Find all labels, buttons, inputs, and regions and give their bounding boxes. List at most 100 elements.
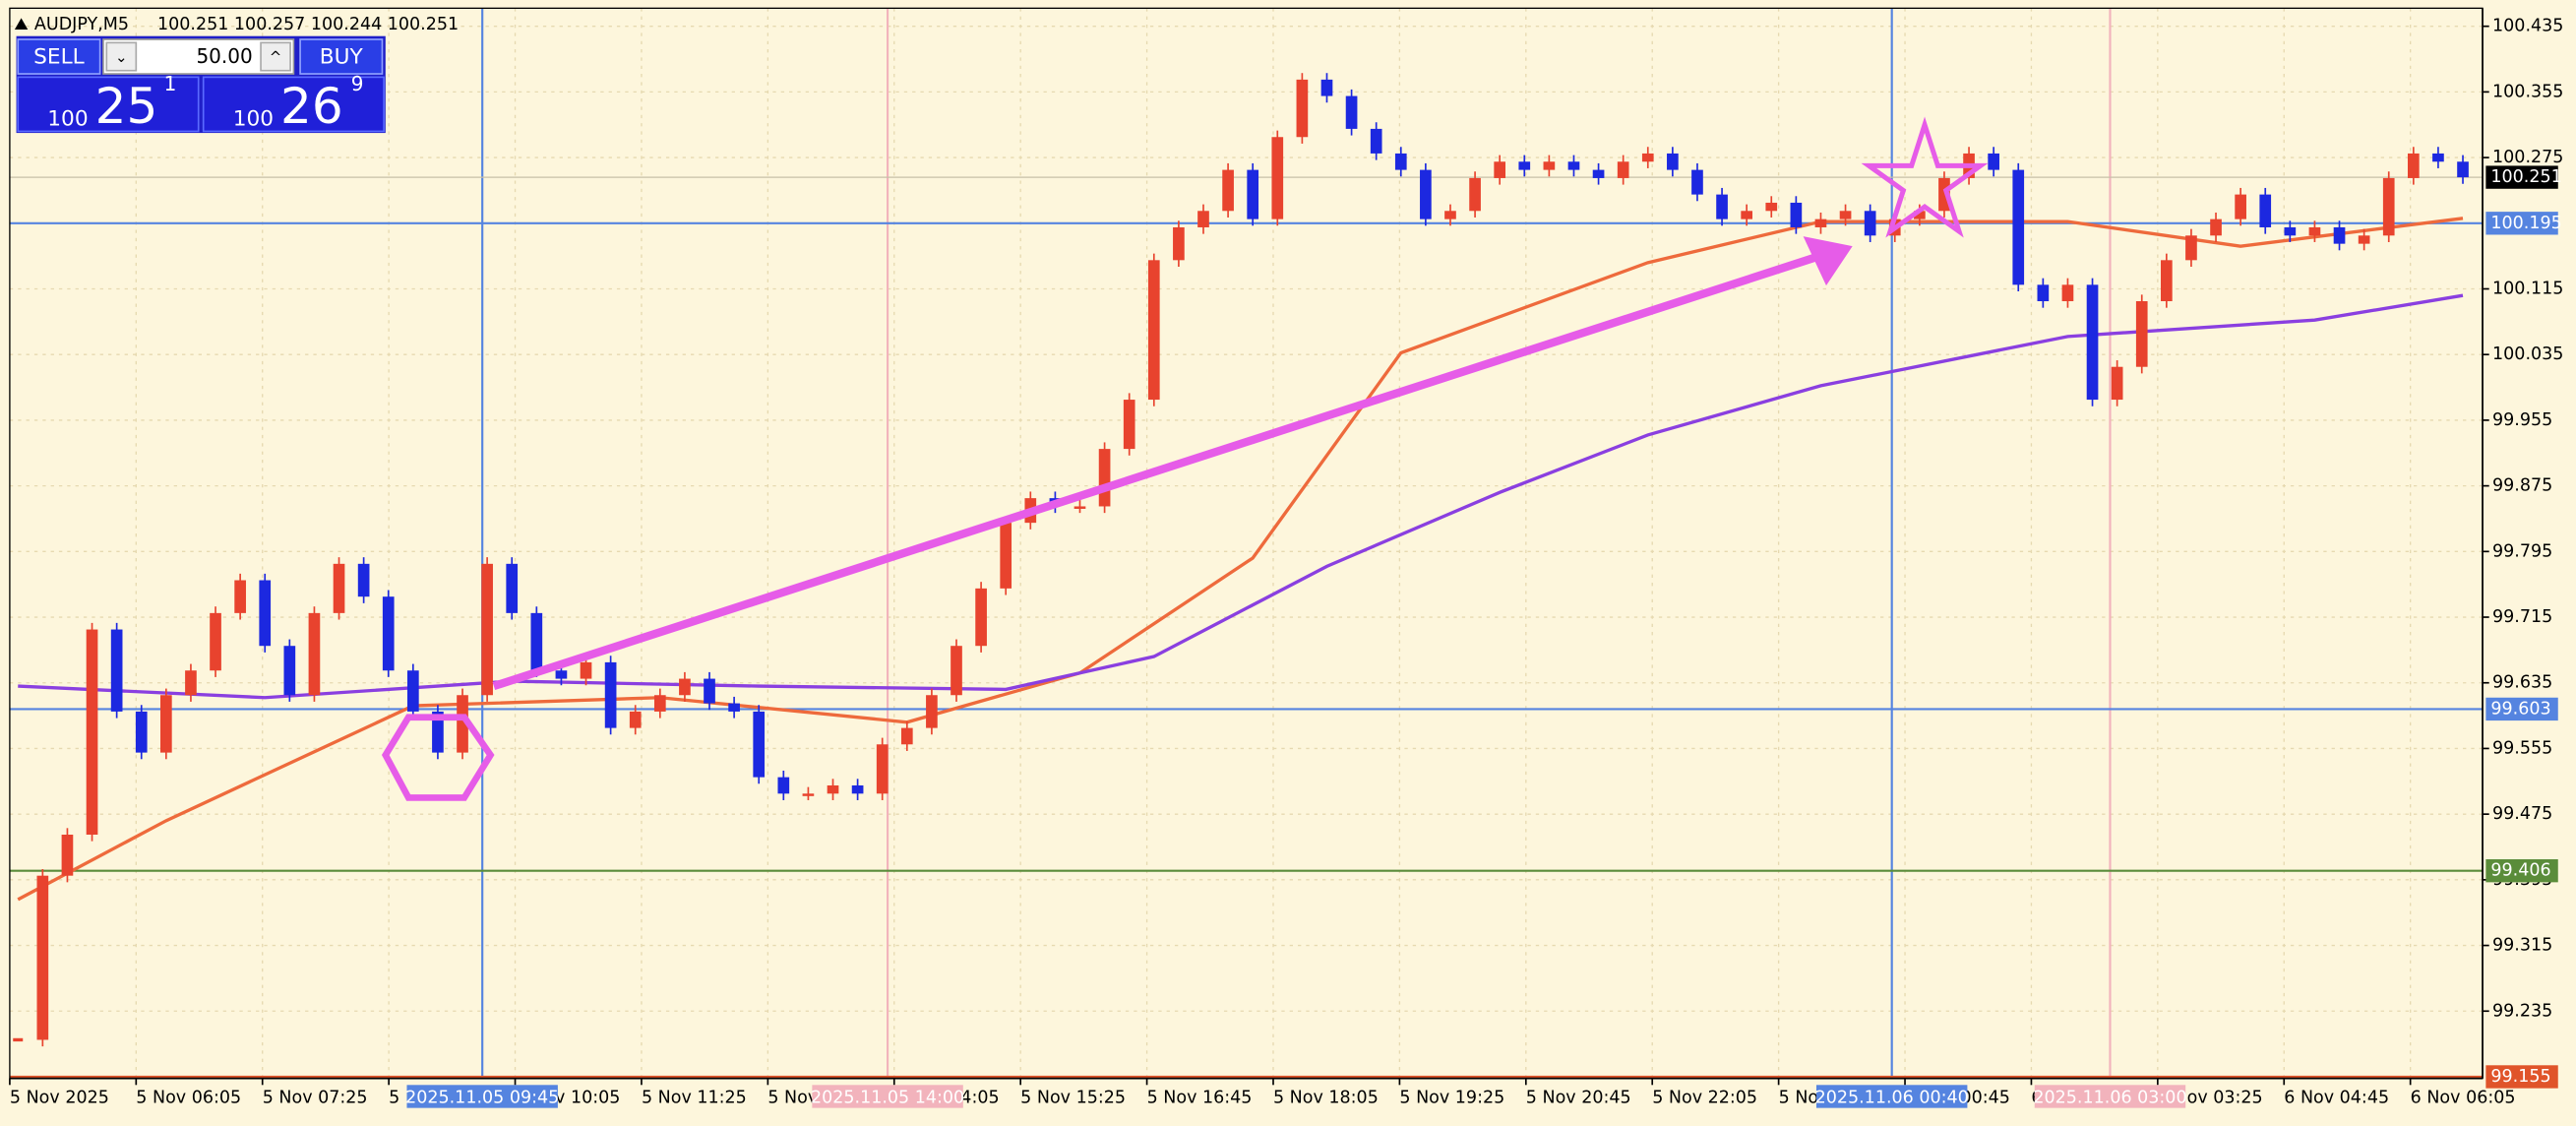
candle	[506, 563, 519, 613]
candle	[802, 793, 815, 796]
y-tick-label: 99.715	[2492, 607, 2552, 627]
y-tick-label: 100.275	[2492, 148, 2563, 167]
candle	[1394, 153, 1407, 170]
header-icon	[14, 18, 29, 31]
candle	[2235, 194, 2246, 219]
candle	[1147, 260, 1160, 401]
candle	[704, 678, 715, 704]
buy-prefix: 100	[233, 107, 274, 132]
y-tick-label: 99.315	[2492, 936, 2552, 956]
candle	[432, 711, 444, 753]
x-tick-label: 5 Nov 06:05	[136, 1089, 241, 1108]
candle	[1765, 202, 1778, 212]
candle	[36, 875, 49, 1040]
buy-label: BUY	[320, 44, 364, 69]
y-tick-label: 99.875	[2492, 476, 2552, 496]
x-tick-label: 5 Nov 18:05	[1273, 1089, 1379, 1108]
marker-tag	[812, 1085, 963, 1108]
y-tick-label: 99.555	[2492, 738, 2552, 758]
candle	[1420, 169, 1432, 219]
candle	[1914, 211, 1926, 219]
buy-price-box[interactable]	[202, 76, 385, 133]
drawing-objects	[381, 116, 1989, 801]
axis-labels: 100.435 100.355 100.275 100.115 100.035 99.95…	[9, 17, 2563, 1108]
sell-button[interactable]	[17, 38, 101, 75]
candle	[2185, 235, 2197, 261]
candle	[1716, 194, 1728, 219]
candle	[61, 834, 74, 876]
x-tick-label: 5 Nov 07:25	[263, 1089, 368, 1108]
marker-label: 2025.11.05 09:45	[405, 1089, 559, 1108]
lots-up[interactable]	[260, 41, 291, 72]
candle	[827, 784, 839, 794]
star	[1861, 116, 1989, 238]
candle	[283, 646, 296, 696]
candle	[1641, 153, 1654, 162]
x-tick-label: 5 Nov 19:25	[1399, 1089, 1504, 1108]
sell-price-box[interactable]	[17, 76, 200, 133]
buy-big: 26	[280, 78, 343, 135]
candle	[951, 646, 962, 696]
candle	[851, 784, 864, 794]
trade-panel: SELL ⌄ ^ 50.00 BUY 100 25 1 100 26 9	[16, 35, 386, 135]
candle	[481, 563, 493, 696]
candle	[975, 588, 987, 647]
x-tick-label: 5 Nov 15:25	[1020, 1089, 1126, 1108]
buy-button[interactable]	[299, 38, 384, 75]
level-tag	[2485, 697, 2558, 721]
level-label: 99.603	[2490, 699, 2550, 719]
buy-sup: 9	[351, 72, 364, 95]
candle	[1667, 153, 1679, 170]
candle	[1222, 169, 1234, 212]
candle	[1197, 211, 1209, 227]
y-tick-label: 100.355	[2492, 82, 2563, 101]
candle	[1000, 523, 1012, 589]
candle	[1296, 79, 1309, 138]
candle	[1123, 400, 1135, 450]
candle	[1073, 506, 1086, 509]
candle	[2259, 194, 2272, 227]
candle	[2432, 153, 2444, 162]
candle	[110, 629, 123, 712]
y-tick-label: 99.635	[2492, 673, 2552, 693]
arrow-line	[492, 252, 1821, 691]
candle	[2012, 169, 2025, 285]
y-tick-label: 99.235	[2492, 1001, 2552, 1021]
candle	[1567, 161, 1580, 170]
candle	[1938, 177, 1950, 212]
lots-value: 50.00	[196, 44, 252, 68]
y-tick-label: 100.035	[2492, 344, 2563, 364]
candles	[13, 73, 2469, 1047]
sell-prefix: 100	[47, 107, 88, 132]
x-tick-label: 5 Nov 2025	[10, 1089, 109, 1108]
marker-label: 2025.11.06 03:00	[2033, 1089, 2186, 1108]
candle	[1098, 449, 1111, 507]
x-tick-label: 5 Nov 16:45	[1147, 1089, 1253, 1108]
level-tag	[2485, 212, 2558, 235]
lots-down[interactable]	[105, 41, 138, 72]
hexagon	[381, 714, 495, 801]
candle	[2333, 226, 2346, 244]
candle	[308, 612, 321, 696]
levels	[9, 8, 2484, 1079]
candle	[1320, 79, 1333, 96]
candle	[1444, 211, 1456, 219]
marker-tag	[406, 1085, 558, 1108]
candle	[2086, 284, 2099, 401]
candle	[1543, 161, 1556, 170]
candle	[2061, 284, 2074, 302]
candle	[1370, 128, 1382, 154]
candle	[406, 670, 419, 712]
y-tick-label: 99.955	[2492, 410, 2552, 430]
candle	[1173, 226, 1185, 261]
candle	[382, 596, 395, 671]
candle	[1271, 137, 1284, 219]
x-tick-label: 5 Nov 22:05	[1652, 1089, 1757, 1108]
sell-big: 25	[95, 78, 158, 135]
marker-label: 2025.11.06 00:40	[1815, 1089, 1969, 1108]
candle	[1494, 161, 1506, 178]
candle	[234, 580, 246, 613]
